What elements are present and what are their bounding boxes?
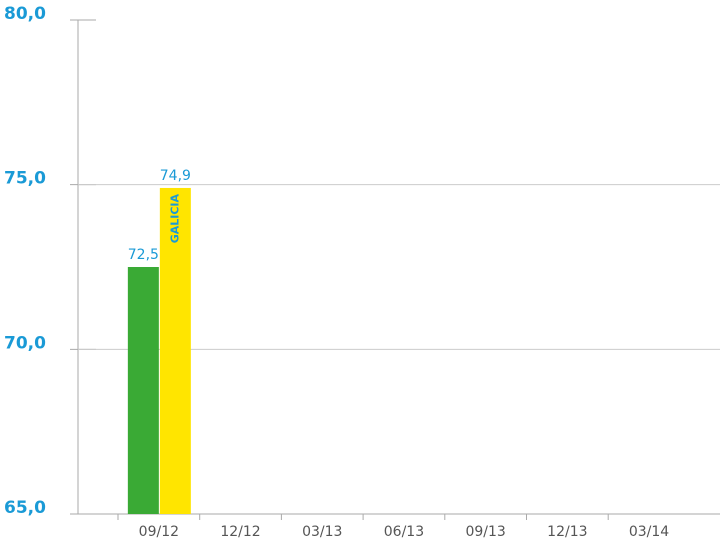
bar bbox=[159, 187, 191, 514]
data-label: 74,9 bbox=[160, 168, 191, 184]
series-label: GALICIA bbox=[168, 193, 181, 243]
x-tick-label: 12/13 bbox=[547, 524, 587, 540]
x-tick-label: 09/12 bbox=[139, 524, 179, 540]
x-tick-label: 06/13 bbox=[384, 524, 424, 540]
data-label: 72,5 bbox=[128, 247, 159, 263]
y-tick-label: 80,0 bbox=[4, 4, 46, 24]
x-tick-label: 03/13 bbox=[302, 524, 342, 540]
y-tick-label: 75,0 bbox=[4, 169, 46, 189]
x-tick-label: 03/14 bbox=[629, 524, 669, 540]
x-tick-label: 12/12 bbox=[220, 524, 260, 540]
x-tick-label: 09/13 bbox=[465, 524, 505, 540]
y-tick-label: 70,0 bbox=[4, 333, 46, 353]
y-tick-label: 65,0 bbox=[4, 498, 46, 518]
bar bbox=[127, 267, 159, 514]
